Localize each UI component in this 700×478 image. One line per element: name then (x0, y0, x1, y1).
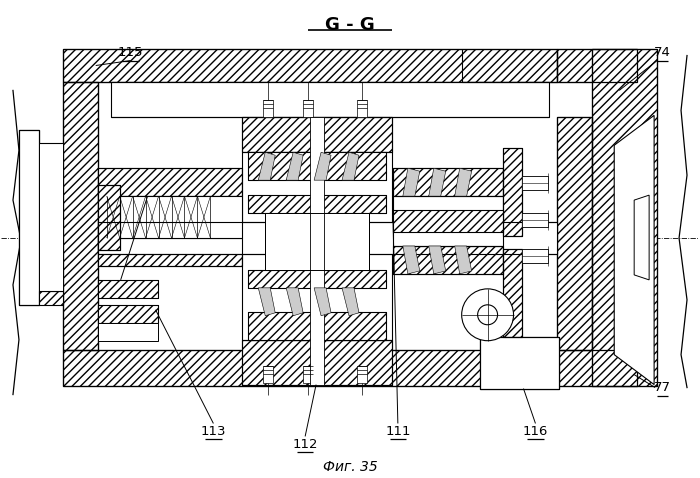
Bar (98, 168, 242, 196)
Polygon shape (286, 152, 303, 180)
Bar (248, 152, 386, 180)
Polygon shape (286, 288, 303, 316)
Bar (98, 238, 242, 266)
Bar (522, 249, 548, 263)
Bar (393, 246, 503, 274)
Bar (98, 222, 557, 254)
Bar (63, 49, 557, 83)
Bar (242, 340, 392, 385)
Bar (63, 350, 557, 386)
Text: 112: 112 (293, 438, 318, 451)
Bar (98, 185, 120, 250)
Text: 77: 77 (654, 381, 671, 394)
Text: 111: 111 (385, 425, 411, 438)
Bar (263, 366, 273, 382)
Bar (98, 280, 158, 298)
Polygon shape (402, 246, 420, 274)
Text: 115: 115 (118, 46, 144, 59)
Bar (263, 100, 273, 118)
Bar (503, 249, 522, 337)
Polygon shape (402, 168, 420, 196)
Polygon shape (455, 246, 472, 274)
Bar (242, 340, 392, 385)
Bar (248, 152, 386, 180)
Text: Фиг. 35: Фиг. 35 (323, 460, 377, 474)
Bar (39, 291, 63, 305)
Bar (242, 152, 392, 340)
Bar (39, 291, 63, 305)
Polygon shape (634, 195, 649, 280)
Bar (393, 196, 503, 246)
Bar (248, 195, 386, 213)
Polygon shape (429, 246, 446, 274)
Text: G - G: G - G (325, 16, 375, 33)
Bar (503, 148, 522, 236)
Bar (248, 270, 386, 288)
Polygon shape (614, 115, 654, 385)
Bar (393, 168, 503, 196)
Bar (557, 118, 592, 350)
Bar (98, 323, 158, 341)
Circle shape (477, 305, 498, 325)
Bar (63, 83, 98, 350)
Bar (111, 83, 550, 118)
Bar (39, 143, 63, 291)
Text: 74: 74 (654, 46, 671, 59)
Polygon shape (314, 152, 331, 180)
Bar (248, 312, 386, 340)
Bar (480, 337, 559, 389)
Text: 113: 113 (201, 425, 226, 438)
Bar (98, 238, 242, 266)
Polygon shape (258, 288, 275, 316)
Polygon shape (342, 288, 359, 316)
Polygon shape (314, 288, 331, 316)
Bar (393, 210, 503, 232)
Bar (98, 280, 158, 298)
Polygon shape (455, 168, 472, 196)
Bar (98, 185, 120, 250)
Bar (503, 249, 522, 337)
Bar (63, 83, 98, 350)
Bar (98, 168, 242, 196)
Bar (63, 350, 557, 386)
Bar (19, 130, 39, 305)
Bar (480, 337, 559, 389)
Bar (592, 49, 657, 386)
Bar (557, 49, 637, 83)
Bar (98, 196, 242, 238)
Bar (557, 118, 592, 350)
Polygon shape (342, 152, 359, 180)
Bar (242, 118, 392, 152)
Circle shape (462, 289, 514, 341)
Bar (480, 337, 559, 389)
Bar (522, 213, 548, 227)
Bar (310, 118, 324, 385)
Bar (242, 118, 392, 152)
Bar (248, 195, 386, 213)
Bar (63, 49, 557, 83)
Bar (265, 213, 369, 270)
Polygon shape (429, 168, 446, 196)
Bar (393, 246, 503, 274)
Bar (303, 366, 313, 382)
Bar (248, 270, 386, 288)
Bar (557, 350, 637, 386)
Bar (98, 305, 158, 323)
Bar (357, 366, 367, 382)
Bar (522, 176, 548, 190)
Text: 116: 116 (523, 425, 548, 438)
Bar (303, 100, 313, 118)
Bar (592, 49, 657, 386)
Bar (248, 312, 386, 340)
Bar (557, 350, 637, 386)
Bar (393, 168, 503, 196)
Bar (393, 210, 503, 232)
Polygon shape (258, 152, 275, 180)
Bar (98, 305, 158, 323)
Bar (357, 100, 367, 118)
Bar (503, 148, 522, 236)
Bar (19, 130, 39, 305)
Bar (557, 49, 637, 83)
Bar (19, 130, 39, 305)
